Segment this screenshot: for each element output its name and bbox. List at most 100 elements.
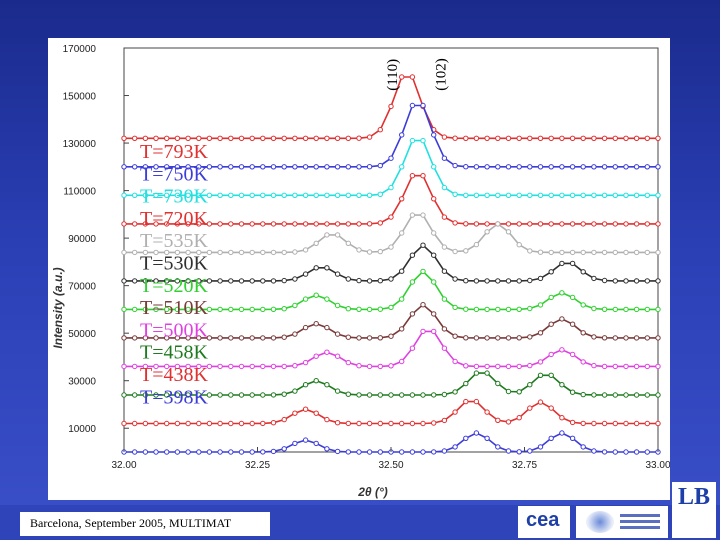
data-point <box>431 420 437 426</box>
data-point <box>324 135 330 142</box>
data-point <box>142 135 149 142</box>
data-point <box>527 382 533 388</box>
data-point <box>612 249 618 256</box>
data-point <box>484 306 490 313</box>
data-point <box>612 363 618 370</box>
data-point <box>431 328 437 335</box>
data-point <box>548 405 554 411</box>
data-point <box>644 392 650 398</box>
data-point <box>537 302 544 308</box>
cea-logo: cea <box>518 506 570 538</box>
data-point <box>334 331 341 337</box>
data-point <box>633 449 640 455</box>
data-point <box>623 392 629 398</box>
data-point <box>217 249 223 256</box>
data-point <box>345 164 351 170</box>
data-point <box>463 135 469 142</box>
data-point <box>174 192 181 199</box>
data-point <box>655 335 661 341</box>
data-point <box>399 132 405 138</box>
data-point <box>260 363 266 370</box>
y-tick-label: 70000 <box>68 282 96 293</box>
data-point <box>345 306 351 312</box>
data-point <box>473 278 480 284</box>
data-point <box>484 409 490 415</box>
data-point <box>516 363 522 370</box>
data-point <box>132 164 138 170</box>
x-tick-label: 32.75 <box>512 460 537 471</box>
data-point <box>292 363 298 369</box>
data-point <box>196 192 202 199</box>
data-point <box>132 449 138 455</box>
data-point <box>505 419 512 425</box>
data-point <box>153 249 159 256</box>
data-point <box>548 249 554 256</box>
data-point <box>260 249 266 256</box>
data-point <box>324 265 330 271</box>
data-point <box>366 278 373 284</box>
data-point <box>132 363 138 370</box>
data-point <box>153 164 159 170</box>
data-point <box>196 164 202 170</box>
data-point <box>302 221 309 227</box>
data-point <box>302 192 309 199</box>
data-point <box>377 420 383 427</box>
data-point <box>377 335 383 341</box>
x-tick-label: 32.25 <box>245 460 270 471</box>
data-point <box>196 249 202 256</box>
data-point <box>601 392 608 398</box>
data-point <box>644 363 650 370</box>
data-point <box>228 449 234 455</box>
data-point <box>132 392 138 398</box>
data-point <box>484 435 490 441</box>
data-point <box>431 196 437 202</box>
data-point <box>142 278 149 284</box>
data-point <box>505 306 512 313</box>
data-point <box>484 135 490 142</box>
data-point <box>249 135 255 142</box>
data-point <box>270 278 277 284</box>
data-point <box>270 221 277 227</box>
data-point <box>569 294 576 301</box>
series-label: T=720K <box>140 208 208 230</box>
data-point <box>238 335 245 341</box>
series-label: T=438K <box>140 364 208 386</box>
data-point <box>345 391 351 397</box>
data-point <box>420 302 426 308</box>
data-point <box>452 389 458 395</box>
data-point <box>495 306 501 313</box>
data-point <box>174 306 181 313</box>
data-point <box>527 192 533 199</box>
data-point <box>324 164 330 170</box>
data-point <box>463 335 469 341</box>
data-point <box>153 449 159 455</box>
data-point <box>217 306 223 313</box>
data-point <box>377 449 383 455</box>
data-point <box>164 135 170 142</box>
data-point <box>527 164 533 170</box>
data-point <box>431 164 437 170</box>
data-point <box>196 335 202 341</box>
cnrs-logo <box>576 506 668 538</box>
data-point <box>377 162 383 169</box>
data-point <box>356 335 362 341</box>
data-point <box>548 135 554 142</box>
series-label: T=750K <box>140 163 208 185</box>
data-point <box>644 335 650 341</box>
data-point <box>580 269 586 275</box>
data-point <box>505 229 512 235</box>
data-point <box>153 306 159 313</box>
data-point <box>132 249 138 256</box>
data-point <box>409 212 416 218</box>
data-point <box>495 192 501 199</box>
data-point <box>132 221 138 227</box>
data-point <box>185 449 191 455</box>
data-point <box>228 306 234 313</box>
data-point <box>441 268 448 274</box>
data-point <box>655 306 661 313</box>
data-point <box>206 392 213 398</box>
data-point <box>345 359 351 366</box>
data-point <box>366 164 373 170</box>
data-point <box>281 164 287 170</box>
data-point <box>366 363 373 370</box>
